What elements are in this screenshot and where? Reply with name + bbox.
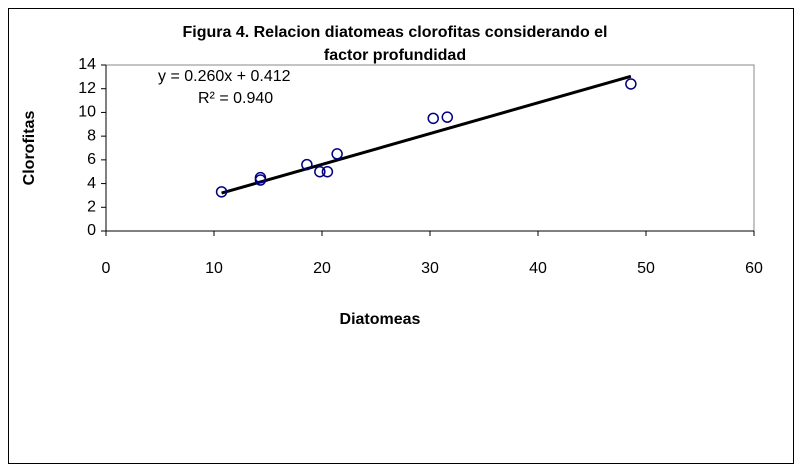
point [625, 78, 637, 90]
x-axis-label: Diatomeas [340, 311, 421, 328]
y-tick-label: 4 [87, 175, 96, 192]
x-tick-label: 30 [421, 260, 439, 277]
x-tick-label: 60 [745, 260, 763, 277]
plot-area [105, 64, 755, 232]
y-tick-label: 6 [87, 151, 96, 168]
x-tick-label: 20 [313, 260, 331, 277]
y-tick-label: 14 [78, 56, 96, 73]
y-tick-label: 10 [78, 104, 96, 121]
equation: y = 0.260x + 0.412 [158, 68, 291, 85]
point [441, 111, 454, 123]
y-tick-label: 2 [87, 199, 96, 216]
point [301, 158, 313, 171]
point [427, 112, 439, 125]
y-tick-label: 12 [78, 80, 96, 97]
x-tick-label: 40 [529, 260, 547, 277]
x-tick-label: 10 [205, 260, 223, 277]
trendline [221, 74, 632, 195]
point [215, 186, 228, 198]
chart-title: factor profundidad [324, 47, 466, 64]
y-axis-label: Clorofitas [21, 111, 38, 186]
point [331, 148, 343, 160]
x-tick-label: 50 [637, 260, 655, 277]
y-tick-label: 8 [87, 127, 96, 144]
point [254, 171, 267, 184]
point [321, 165, 334, 178]
chart-title: Figura 4. Relacion diatomeas clorofitas … [183, 24, 608, 41]
r-squared: R² = 0.940 [198, 90, 273, 107]
y-tick-label: 0 [87, 222, 96, 239]
point [314, 165, 326, 178]
x-tick-label: 0 [102, 260, 111, 277]
